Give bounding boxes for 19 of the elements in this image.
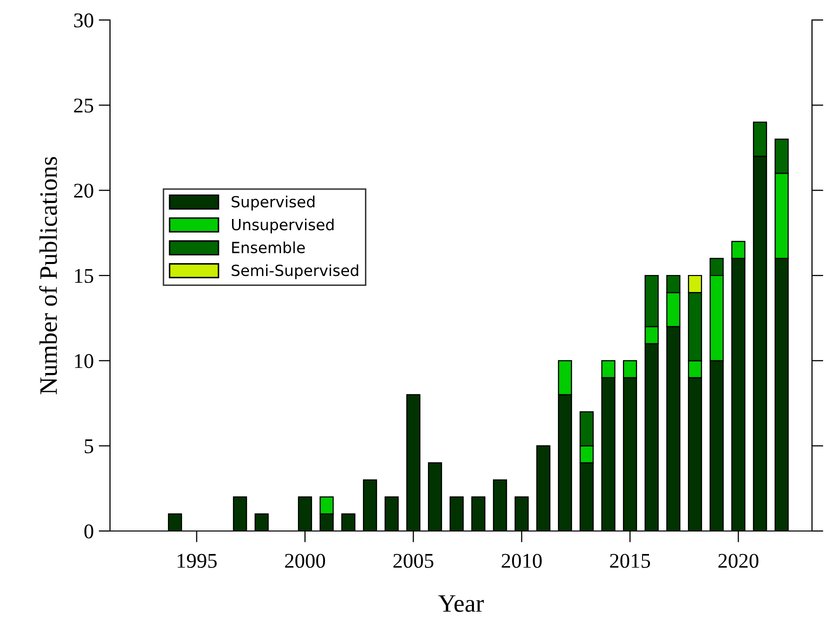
y-tick-label: 5 bbox=[84, 439, 94, 454]
y-tick-label: 10 bbox=[75, 354, 94, 368]
y-tick-label: 30 bbox=[74, 13, 94, 28]
y-tick-label: 0 bbox=[84, 524, 94, 538]
x-tick-label: 2005 bbox=[393, 554, 434, 568]
legend-label: Unsupervised bbox=[232, 218, 334, 234]
y-axis-title: Number of Publications bbox=[39, 156, 58, 394]
y-tick-label: 15 bbox=[75, 268, 94, 283]
x-axis-title: Year bbox=[438, 595, 484, 612]
x-tick-label: 2010 bbox=[502, 554, 542, 568]
legend-label: Supervised bbox=[232, 196, 314, 210]
y-tick-label: 20 bbox=[74, 184, 94, 198]
x-tick-label: 2000 bbox=[285, 554, 326, 568]
y-tick-label: 25 bbox=[74, 98, 94, 113]
x-tick-label: 1995 bbox=[178, 554, 217, 568]
legend-label: Semi-Supervised bbox=[232, 264, 358, 280]
x-tick-label: 2015 bbox=[610, 554, 650, 568]
x-tick-label: 2020 bbox=[718, 554, 758, 568]
legend-label: Ensemble bbox=[232, 241, 305, 254]
